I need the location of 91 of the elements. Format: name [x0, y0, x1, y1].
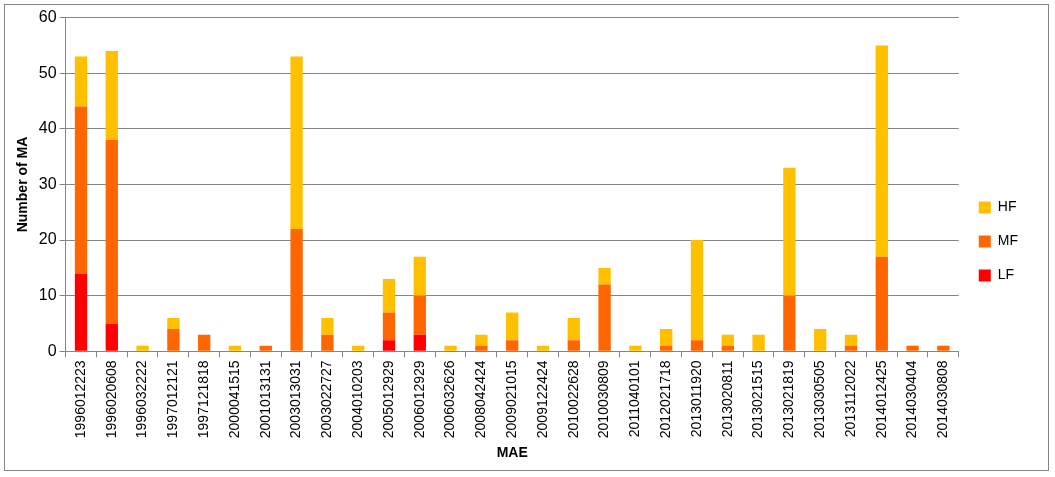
x-tick-label: 1997121818 [195, 360, 212, 439]
bar [259, 345, 272, 351]
y-tick-label: 60 [38, 8, 57, 26]
legend-label: LF [997, 266, 1015, 283]
x-tick-label: 1996012223 [71, 360, 88, 439]
x-tick-label: 2013030505 [811, 360, 828, 439]
bar [321, 317, 334, 335]
bar [105, 323, 118, 351]
x-tick-label: 1996032222 [133, 360, 150, 439]
bar [382, 312, 396, 341]
y-tick-label: 10 [38, 286, 57, 304]
x-tick-label: 2014012425 [872, 360, 889, 439]
bar [906, 345, 919, 351]
x-tick-label: 2005012929 [379, 360, 396, 439]
x-tick-label: 2014030404 [903, 360, 920, 439]
y-tick-label: 30 [38, 174, 57, 192]
bar [506, 340, 519, 351]
y-tick-label: 50 [38, 63, 57, 81]
x-tick-label: 2006012929 [410, 360, 427, 439]
bar [937, 345, 950, 351]
x-tick-label: 2008042424 [472, 360, 489, 439]
bar [536, 345, 550, 351]
bar [660, 345, 673, 351]
bar [475, 334, 488, 346]
bar [844, 334, 858, 346]
bar [783, 167, 796, 296]
bar [752, 334, 765, 351]
bar [444, 345, 457, 351]
bar [413, 295, 426, 335]
bar [690, 340, 704, 351]
bar [167, 329, 180, 351]
bar [352, 345, 365, 351]
x-tick-label: 2013112022 [841, 360, 858, 438]
bar [598, 284, 611, 351]
x-tick-label: 2009021015 [503, 360, 520, 439]
bar [105, 139, 118, 324]
x-tick-label: 2013021819 [780, 360, 797, 439]
bar [413, 256, 426, 296]
x-tick-label: 2006032626 [441, 360, 458, 439]
bar [783, 295, 796, 351]
x-tick-label: 2009122424 [533, 360, 550, 439]
x-tick-label: 2003013031 [287, 360, 304, 439]
bar [105, 50, 118, 140]
bar [598, 267, 611, 285]
x-axis-title: MAE [496, 444, 528, 461]
bar [290, 56, 303, 229]
bar [567, 317, 580, 341]
bar [413, 334, 426, 351]
bar [74, 273, 88, 351]
x-tick-label: 2004010203 [349, 360, 366, 439]
bar [74, 106, 88, 274]
bar [690, 240, 704, 341]
bar [74, 56, 88, 107]
bar [814, 329, 827, 351]
x-tick-label: 2010030809 [595, 360, 612, 439]
bar [382, 340, 396, 351]
bar [382, 279, 396, 313]
bar [660, 329, 673, 346]
bar [167, 317, 180, 330]
bar [844, 345, 858, 351]
x-tick-label: 1996020608 [102, 360, 119, 439]
x-tick-label: 2000041515 [225, 360, 242, 439]
y-tick-label: 20 [38, 230, 57, 248]
bar [567, 340, 580, 351]
x-tick-label: 2001013131 [256, 360, 273, 439]
legend-label: HF [997, 198, 1017, 215]
x-tick-label: 2012021718 [657, 360, 674, 439]
y-axis-title: Number of MA [14, 136, 31, 233]
bar [875, 45, 888, 257]
bar [875, 256, 888, 351]
bar [136, 345, 149, 351]
y-tick-label: 0 [47, 341, 57, 359]
x-tick-label: 2013021515 [749, 360, 766, 439]
bar [290, 228, 303, 351]
bar [475, 345, 488, 351]
x-tick-label: 2011040101 [626, 360, 643, 438]
y-tick-label: 40 [38, 119, 57, 137]
x-tick-label: 2013020811 [718, 360, 735, 438]
x-tick-label: 2010022628 [564, 360, 581, 439]
bar [198, 334, 211, 351]
x-tick-label: 2003022727 [318, 360, 335, 439]
legend-label: MF [997, 232, 1018, 249]
bar [721, 334, 734, 346]
bar [506, 312, 519, 341]
x-tick-label: 2013011920 [687, 360, 704, 438]
bar [321, 334, 334, 351]
bar [629, 345, 642, 351]
bar [228, 345, 242, 351]
x-tick-label: 2014030808 [934, 360, 951, 439]
bar [721, 345, 734, 351]
x-tick-label: 1997012121 [164, 360, 181, 439]
